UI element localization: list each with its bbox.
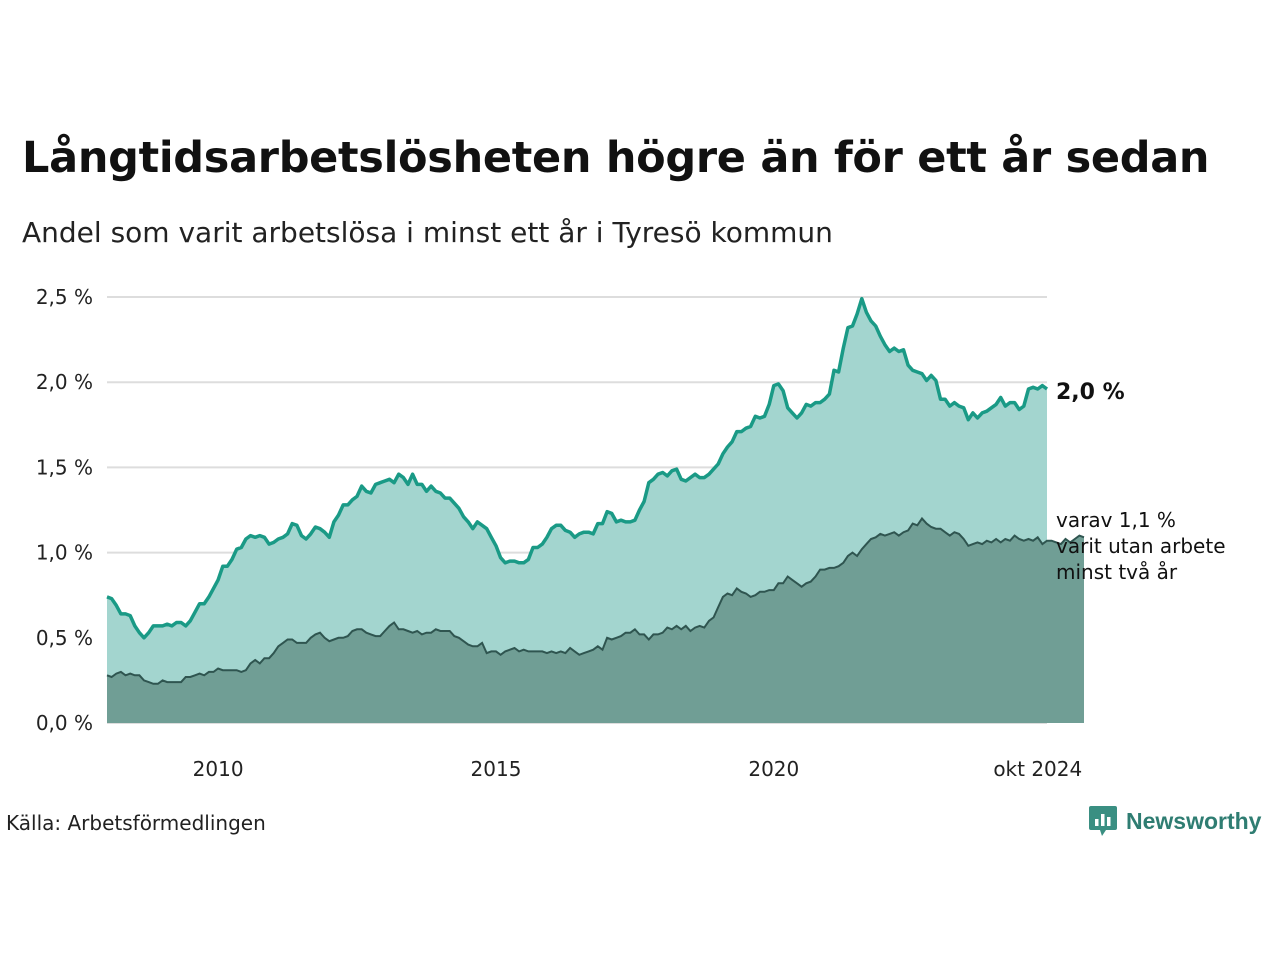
- x-tick-label-3: okt 2024: [993, 757, 1082, 781]
- sub-label-line-2: varit utan arbete: [1056, 534, 1226, 558]
- line-total-unemployed: [106, 296, 1049, 640]
- area-chart: 0,0 %0,5 %1,0 %1,5 %2,0 %2,5 % 2010 2015 2…: [36, 285, 1226, 781]
- end-value-label: 2,0 %: [1056, 380, 1125, 405]
- sub-label-line-3: minst två år: [1056, 560, 1178, 584]
- brand-name: Newsworthy: [1126, 807, 1262, 834]
- y-tick-label-5: 2,5 %: [36, 285, 93, 309]
- x-tick-label-2: 2020: [748, 757, 799, 781]
- source-note: Källa: Arbetsförmedlingen: [6, 811, 266, 835]
- newsworthy-logo-icon: [1089, 806, 1117, 836]
- y-tick-label-1: 0,5 %: [36, 626, 93, 650]
- x-axis-ticks: 2010 2015 2020 okt 2024: [193, 757, 1083, 781]
- y-tick-label-2: 1,0 %: [36, 541, 93, 565]
- area-long-term-unemployed: [107, 518, 1084, 723]
- sub-label-line-1: varav 1,1 %: [1056, 508, 1176, 532]
- y-axis-ticks: 0,0 % 0,5 % 1,0 % 1,5 % 2,0 % 2,5 %: [36, 285, 93, 735]
- chart-subtitle: Andel som varit arbetslösa i minst ett å…: [22, 216, 833, 249]
- y-tick-label-0: 0,0 %: [36, 711, 93, 735]
- chart-title: Långtidsarbetslösheten högre än för ett …: [22, 133, 1210, 183]
- x-tick-label-0: 2010: [193, 757, 244, 781]
- line-long-term-unemployed: [106, 516, 1085, 685]
- x-tick-label-1: 2015: [471, 757, 522, 781]
- y-tick-label-3: 1,5 %: [36, 455, 93, 479]
- y-tick-label-4: 2,0 %: [36, 370, 93, 394]
- brand-logo: Newsworthy: [1088, 804, 1261, 838]
